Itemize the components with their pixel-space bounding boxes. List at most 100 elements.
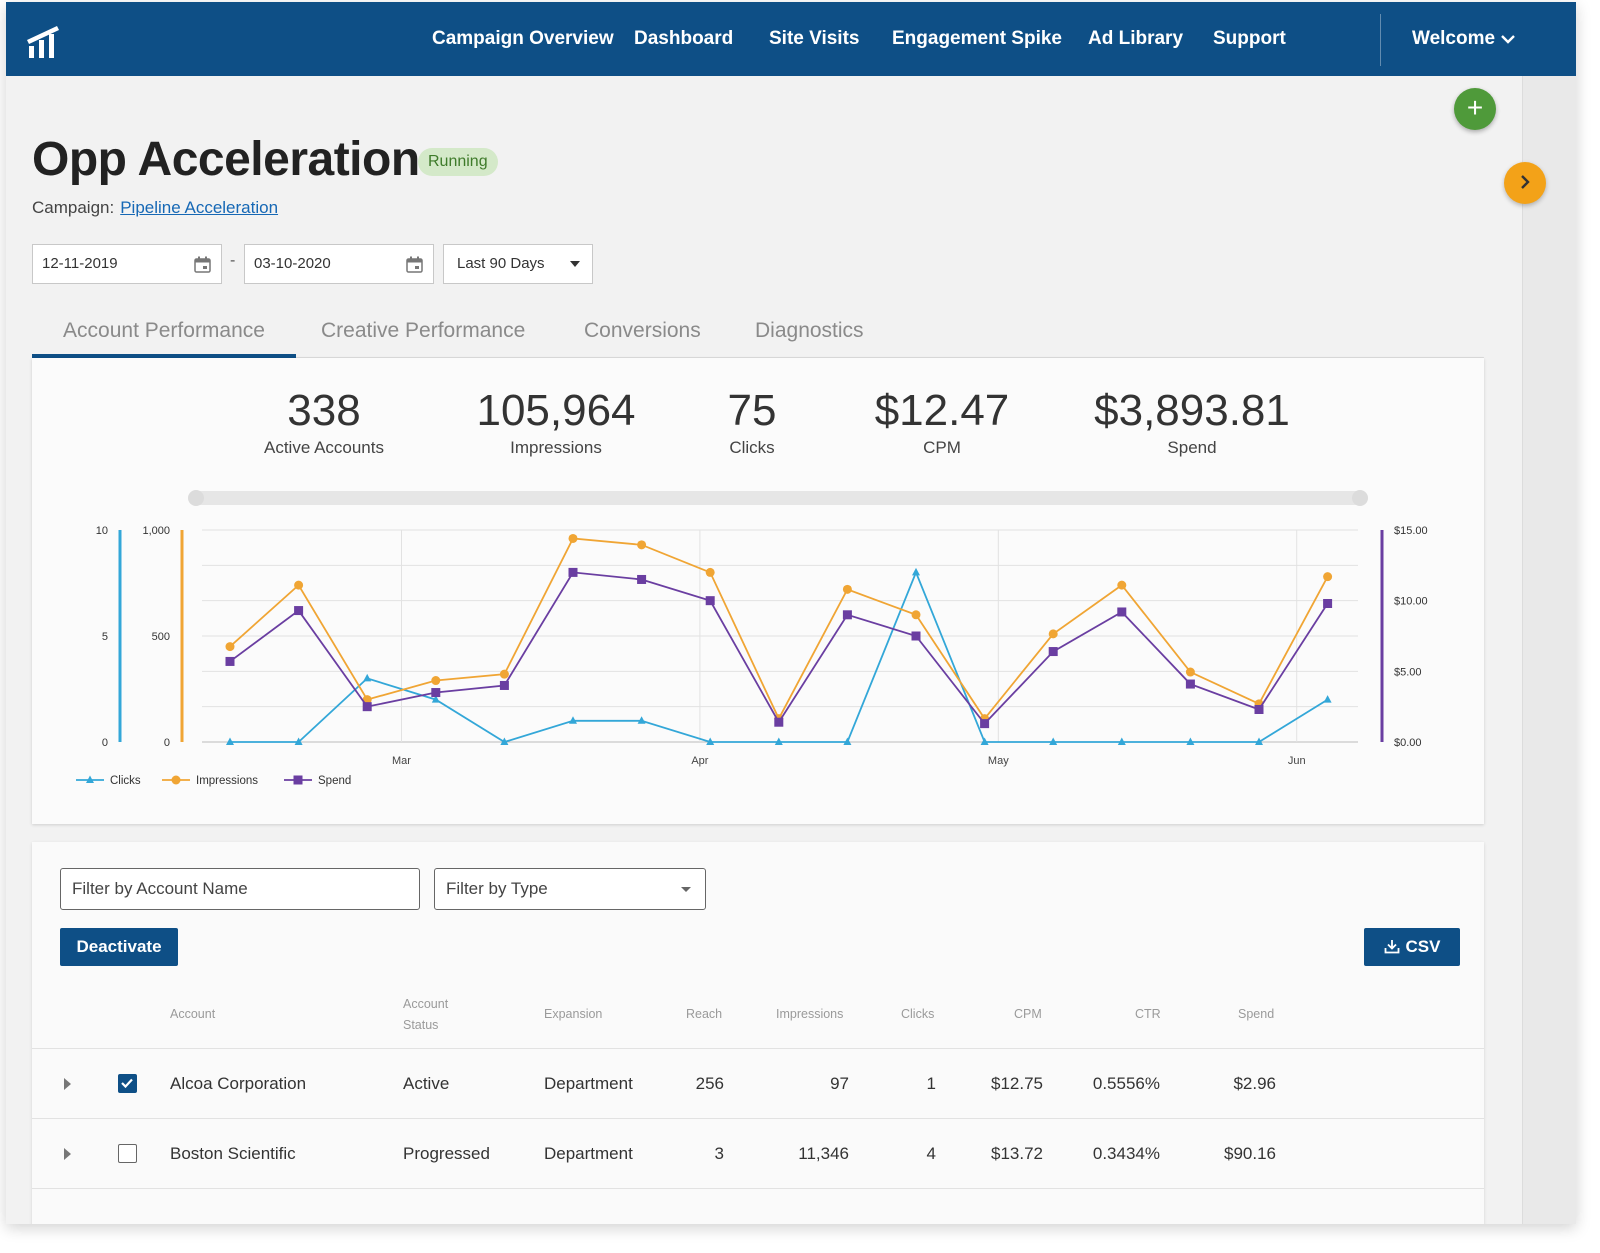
row-checkbox[interactable] [118, 1144, 137, 1163]
row-checkbox[interactable] [118, 1074, 137, 1093]
end-date-field[interactable]: 03-10-2020 [244, 244, 434, 284]
stat-label: Active Accounts [263, 438, 384, 457]
expand-row-icon[interactable] [64, 1148, 71, 1160]
spend-point [362, 702, 372, 712]
tab-account-performance[interactable]: Account Performance [32, 306, 296, 358]
caret-down-icon [570, 261, 580, 267]
status-badge: Running [418, 148, 498, 176]
clicks-axis-tick: 5 [102, 631, 108, 643]
campaign-line: Campaign: Pipeline Acceleration [32, 198, 278, 218]
calendar-icon[interactable] [194, 256, 211, 273]
welcome-menu[interactable]: Welcome [1412, 2, 1515, 76]
nav-divider [1380, 14, 1381, 66]
chevron-right-icon [1521, 175, 1530, 189]
column-header-reach[interactable]: Reach [686, 1007, 723, 1021]
impressions-point [499, 669, 509, 679]
x-tick-label: Apr [691, 755, 708, 767]
clicks-point [1049, 737, 1058, 745]
legend-marker-impressions [171, 775, 181, 785]
start-date-field[interactable]: 12-11-2019 [32, 244, 222, 284]
column-header-account-status-1[interactable]: Account [403, 997, 449, 1011]
stat-label: CPM [923, 438, 961, 457]
deactivate-button[interactable]: Deactivate [60, 928, 178, 966]
clicks-point [774, 737, 783, 745]
expand-row-icon[interactable] [64, 1078, 71, 1090]
spend-axis-tick: $0.00 [1394, 737, 1422, 749]
date-range-select[interactable]: Last 90 Days [443, 244, 593, 284]
clicks-point [1186, 737, 1195, 745]
checkmark-icon [121, 1078, 133, 1089]
impressions-point [225, 642, 235, 652]
clicks-point [431, 695, 440, 703]
spend-point [1048, 647, 1058, 657]
impressions-point [568, 533, 578, 543]
column-header-impressions[interactable]: Impressions [776, 1007, 844, 1021]
stat-clicks: 75 Clicks [702, 386, 802, 458]
csv-download-button[interactable]: CSV [1364, 928, 1460, 966]
column-header-spend[interactable]: Spend [1238, 1007, 1275, 1021]
column-header-account[interactable]: Account [170, 1007, 216, 1021]
cell-account: Boston Scientific [170, 1144, 296, 1163]
impressions-axis-tick: 0 [164, 737, 170, 749]
column-header-cpm[interactable]: CPM [1014, 1007, 1042, 1021]
chart-range-slider [192, 491, 1364, 505]
column-header-expansion[interactable]: Expansion [544, 1007, 603, 1021]
impressions-point [1323, 572, 1333, 582]
expand-panel-button[interactable] [1504, 162, 1546, 204]
campaign-link[interactable]: Pipeline Acceleration [120, 198, 279, 217]
stat-value: 75 [727, 386, 777, 435]
spend-point [1254, 704, 1264, 714]
column-header-account-status-2[interactable]: Status [403, 1018, 439, 1032]
clicks-point [706, 737, 715, 745]
nav-site-visits[interactable]: Site Visits [769, 28, 860, 49]
impressions-point [1185, 667, 1195, 677]
stat-impressions: 105,964 Impressions [466, 386, 646, 458]
cell-status: Active [403, 1074, 450, 1093]
nav-support[interactable]: Support [1213, 28, 1286, 49]
brand-logo-icon[interactable] [24, 20, 64, 60]
stat-spend: $3,893.81 Spend [1082, 386, 1302, 458]
table-row[interactable]: Boston Scientific Progressed Department … [32, 1118, 1484, 1188]
x-tick-label: Jun [1288, 755, 1306, 767]
impressions-point [294, 580, 304, 590]
clicks-point [1323, 695, 1332, 703]
tab-bar: Account Performance Creative Performance… [32, 306, 1484, 358]
table-row[interactable]: Alcoa Corporation Active Department 256 … [32, 1048, 1484, 1118]
cell-status: Progressed [403, 1144, 490, 1163]
stat-active-accounts: 338 Active Accounts [244, 386, 404, 458]
tab-creative-performance[interactable]: Creative Performance [321, 319, 526, 342]
cell-cpm: $13.72 [991, 1144, 1043, 1163]
page-title: Opp Acceleration [32, 133, 420, 186]
stat-value: 338 [287, 386, 361, 435]
nav-campaign-overview[interactable]: Campaign Overview [432, 28, 614, 49]
spend-point [499, 680, 509, 690]
stat-label: Spend [1167, 438, 1217, 457]
nav-dashboard[interactable]: Dashboard [634, 28, 734, 49]
cell-ctr: 0.3434% [1092, 1144, 1160, 1163]
column-header-clicks[interactable]: Clicks [901, 1007, 935, 1021]
nav-engagement-spike[interactable]: Engagement Spike [892, 28, 1062, 49]
spend-point [1185, 679, 1195, 689]
spend-point [1117, 607, 1127, 617]
x-tick-label: Mar [392, 755, 411, 767]
add-button[interactable]: + [1454, 88, 1496, 130]
cell-reach: 3 [714, 1144, 724, 1163]
spend-axis-tick: $10.00 [1394, 596, 1428, 608]
clicks-point [569, 716, 577, 724]
end-date-value: 03-10-2020 [254, 255, 331, 272]
impressions-point [1117, 580, 1127, 590]
account-name-filter-input[interactable] [60, 868, 420, 910]
spend-point [911, 631, 921, 641]
column-header-ctr[interactable]: CTR [1135, 1007, 1161, 1021]
type-filter-select[interactable]: Filter by Type [434, 868, 706, 910]
tab-diagnostics[interactable]: Diagnostics [755, 319, 864, 342]
cell-expansion: Department [544, 1144, 633, 1163]
cell-reach: 256 [695, 1074, 724, 1093]
tab-conversions[interactable]: Conversions [584, 319, 701, 342]
nav-ad-library[interactable]: Ad Library [1088, 28, 1184, 49]
impressions-point [705, 567, 715, 577]
calendar-icon[interactable] [406, 256, 423, 273]
stat-cpm: $12.47 CPM [862, 386, 1022, 458]
spend-point [225, 656, 235, 666]
date-separator: - [230, 252, 236, 269]
